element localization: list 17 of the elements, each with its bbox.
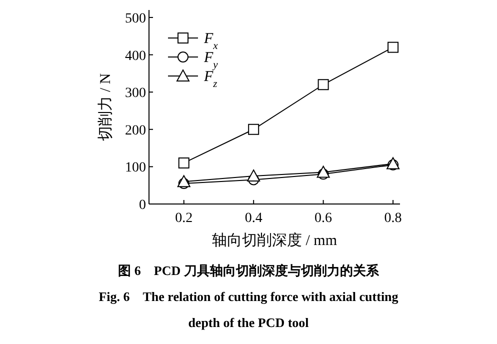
y-tick-label: 100 — [125, 160, 146, 176]
x-tick-label: 0.4 — [244, 211, 262, 226]
text: 图 6 PCD 刀具轴向切削深度与切削力的关系 — [117, 262, 380, 280]
y-tick-label: 200 — [125, 123, 146, 138]
x-axis-title: 轴向切削深度 / mm — [212, 232, 338, 249]
y-tick-label: 400 — [125, 48, 146, 64]
y-tick-label: 0 — [139, 198, 146, 213]
legend-label: F$_{y}$ — [203, 50, 218, 70]
y-tick-label: 300 — [125, 86, 146, 102]
x-tick-label: 0.6 — [314, 211, 332, 226]
y-tick-label: 500 — [125, 11, 146, 26]
y-axis-title: 切削力 / N — [97, 73, 114, 141]
x-tick-label: 0.8 — [384, 211, 402, 226]
legend-label: F$_{z}$ — [203, 69, 218, 90]
text: Fig. 6 The relation of cutting force with axial cutting depth of the PCD tool — [98, 288, 398, 332]
x-tick-label: 0.2 — [175, 211, 193, 226]
legend-label: F$_{x}$ — [203, 31, 218, 52]
